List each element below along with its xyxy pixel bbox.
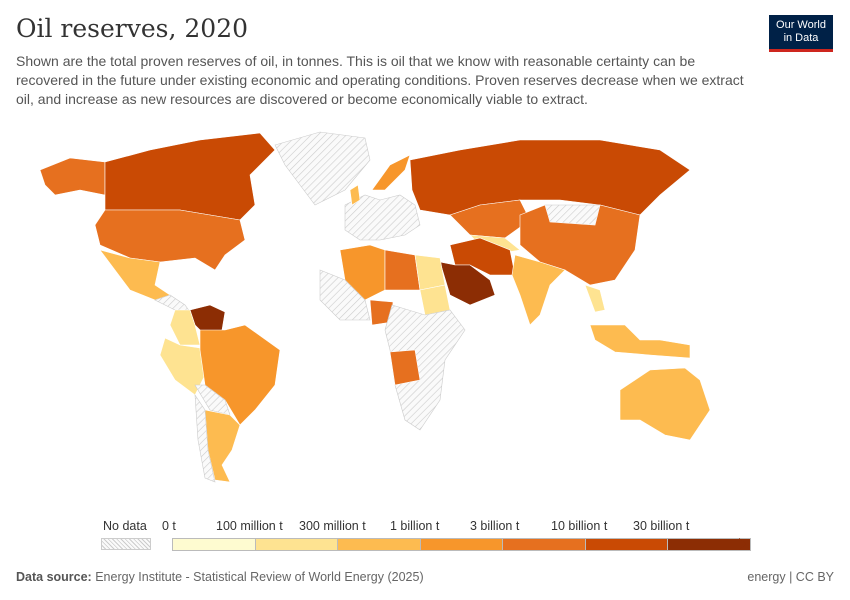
world-map[interactable] (0, 125, 850, 495)
legend-label: 30 billion t (633, 519, 690, 533)
legend-no-data-label: No data (103, 519, 147, 533)
legend-label: 3 billion t (470, 519, 520, 533)
license[interactable]: energy | CC BY (747, 570, 834, 584)
europe[interactable] (344, 194, 421, 241)
russia[interactable] (409, 139, 691, 216)
norway[interactable] (371, 154, 411, 191)
legend-bin[interactable] (254, 539, 337, 550)
india[interactable] (511, 254, 566, 326)
central-america[interactable] (154, 294, 191, 313)
data-source: Data source: Energy Institute - Statisti… (16, 570, 424, 584)
legend-bin[interactable] (419, 539, 502, 550)
legend-bin[interactable] (173, 539, 255, 550)
legend-bin[interactable] (584, 539, 667, 550)
legend-label: 100 million t (216, 519, 283, 533)
southeast-asia[interactable] (584, 284, 606, 313)
sudan[interactable] (419, 284, 451, 316)
australia[interactable] (619, 367, 711, 441)
logo-line2: in Data (783, 32, 819, 44)
chart-subtitle: Shown are the total proven reserves of o… (16, 53, 744, 107)
brazil[interactable] (199, 324, 281, 426)
legend-label: 300 million t (299, 519, 366, 533)
owid-logo[interactable]: Our World in Data (769, 15, 833, 52)
chart-title: Oil reserves, 2020 (16, 14, 249, 43)
color-legend: No data 0 t 100 million t 300 million t … (0, 515, 850, 555)
alaska[interactable] (39, 157, 106, 196)
legend-bin[interactable] (502, 539, 585, 550)
indonesia[interactable] (589, 324, 691, 359)
chile[interactable] (194, 393, 216, 483)
legend-label: 0 t (162, 519, 176, 533)
bolivia-paraguay[interactable] (194, 384, 231, 416)
libya[interactable] (384, 249, 421, 291)
source-label: Data source: (16, 570, 92, 584)
legend-bin[interactable] (667, 539, 750, 550)
angola[interactable] (389, 349, 421, 386)
usa[interactable] (94, 209, 246, 271)
source-text[interactable]: Energy Institute - Statistical Review of… (95, 570, 424, 584)
legend-no-data-swatch[interactable] (101, 538, 151, 550)
legend-bin[interactable] (337, 539, 420, 550)
central-africa[interactable] (384, 304, 466, 431)
legend-arrow (739, 538, 746, 550)
legend-label: 1 billion t (390, 519, 440, 533)
greenland[interactable] (274, 131, 371, 206)
uk[interactable] (349, 184, 361, 206)
legend-label: 10 billion t (551, 519, 608, 533)
saudi-arabia[interactable] (439, 261, 496, 306)
west-africa[interactable] (319, 269, 371, 321)
egypt[interactable] (414, 254, 446, 291)
canada[interactable] (104, 132, 276, 221)
logo-line1: Our World (776, 19, 826, 31)
